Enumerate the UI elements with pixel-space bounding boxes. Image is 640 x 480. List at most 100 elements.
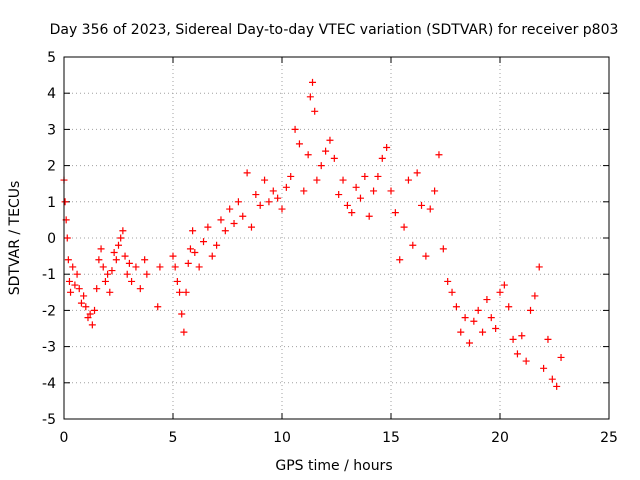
data-point bbox=[531, 292, 539, 300]
data-point bbox=[234, 198, 242, 206]
data-point bbox=[143, 270, 151, 278]
data-point bbox=[444, 277, 452, 285]
x-tick-label: 10 bbox=[273, 430, 291, 446]
data-point bbox=[180, 328, 188, 336]
data-point bbox=[278, 205, 286, 213]
data-point bbox=[322, 147, 330, 155]
data-point bbox=[186, 245, 194, 253]
data-point bbox=[252, 191, 260, 199]
data-point bbox=[287, 172, 295, 180]
data-point bbox=[154, 303, 162, 311]
data-point bbox=[361, 172, 369, 180]
data-point bbox=[306, 93, 314, 101]
data-point bbox=[64, 256, 72, 264]
data-point bbox=[365, 212, 373, 220]
y-tick-label: -3 bbox=[42, 340, 56, 356]
data-point bbox=[117, 234, 125, 242]
x-tick-label: 20 bbox=[491, 430, 509, 446]
data-point bbox=[409, 241, 417, 249]
data-point bbox=[88, 321, 96, 329]
data-point bbox=[73, 270, 81, 278]
y-tick-label: -2 bbox=[42, 303, 56, 319]
data-point bbox=[527, 306, 535, 314]
data-point bbox=[522, 357, 530, 365]
data-point bbox=[106, 288, 114, 296]
data-point bbox=[75, 285, 83, 293]
data-point bbox=[457, 328, 465, 336]
y-tick-label: 1 bbox=[47, 195, 56, 211]
data-point bbox=[178, 310, 186, 318]
x-tick-label: 5 bbox=[169, 430, 178, 446]
data-point bbox=[213, 241, 221, 249]
data-point bbox=[343, 201, 351, 209]
data-point bbox=[295, 140, 303, 148]
data-point bbox=[182, 288, 190, 296]
data-point bbox=[548, 375, 556, 383]
data-point bbox=[348, 209, 356, 217]
data-point bbox=[108, 267, 116, 275]
data-point bbox=[383, 144, 391, 151]
data-point bbox=[553, 382, 561, 390]
data-point bbox=[326, 136, 334, 144]
data-point bbox=[452, 303, 460, 311]
data-point bbox=[492, 325, 500, 332]
gridlines bbox=[64, 57, 609, 419]
x-tick-label: 15 bbox=[382, 430, 400, 446]
x-tick-label: 0 bbox=[60, 430, 69, 446]
data-point bbox=[404, 176, 412, 184]
data-point bbox=[370, 187, 378, 195]
data-point bbox=[470, 317, 478, 325]
data-point bbox=[448, 288, 456, 296]
data-point bbox=[99, 263, 107, 271]
data-point bbox=[387, 187, 395, 195]
data-point bbox=[86, 310, 94, 318]
data-point bbox=[104, 270, 112, 278]
x-tick-label: 25 bbox=[600, 430, 618, 446]
data-point bbox=[487, 314, 495, 322]
y-axis-label: SDTVAR / TECUs bbox=[7, 181, 23, 296]
data-point bbox=[239, 212, 247, 220]
chart-title: Day 356 of 2023, Sidereal Day-to-day VTE… bbox=[50, 22, 619, 38]
data-point bbox=[557, 353, 565, 361]
data-point bbox=[282, 183, 290, 191]
y-tick-label: 3 bbox=[47, 122, 56, 138]
data-point bbox=[115, 241, 122, 249]
y-tick-label: -5 bbox=[42, 412, 56, 428]
data-point bbox=[335, 191, 343, 199]
data-point bbox=[69, 263, 77, 271]
data-point bbox=[418, 201, 426, 209]
data-point bbox=[173, 277, 181, 285]
data-point bbox=[169, 252, 177, 260]
data-point bbox=[77, 299, 85, 307]
data-point bbox=[378, 154, 386, 162]
data-point bbox=[230, 220, 238, 228]
data-points bbox=[60, 78, 565, 390]
data-point bbox=[261, 176, 269, 184]
data-point bbox=[396, 256, 404, 264]
data-point bbox=[374, 172, 382, 180]
data-point bbox=[505, 303, 513, 311]
y-tick-label: -4 bbox=[42, 376, 56, 392]
data-point bbox=[243, 169, 251, 177]
data-point bbox=[184, 259, 192, 267]
y-tick-label: 2 bbox=[47, 159, 56, 175]
data-point bbox=[509, 335, 517, 343]
data-point bbox=[317, 162, 325, 170]
data-point bbox=[352, 183, 360, 191]
x-tick-labels: 0 5 10 15 20 25 bbox=[60, 430, 618, 446]
y-tick-label: 5 bbox=[47, 50, 56, 66]
data-point bbox=[101, 277, 109, 285]
data-point bbox=[84, 314, 92, 322]
data-point bbox=[204, 223, 212, 231]
data-point bbox=[136, 285, 144, 293]
data-point bbox=[413, 169, 421, 177]
data-point bbox=[391, 209, 399, 217]
data-point bbox=[71, 281, 79, 289]
data-point bbox=[171, 263, 179, 271]
data-point bbox=[291, 125, 299, 133]
data-point bbox=[518, 332, 526, 340]
data-point bbox=[65, 277, 73, 285]
data-point bbox=[93, 285, 101, 293]
data-point bbox=[461, 314, 469, 322]
data-point bbox=[339, 176, 347, 184]
